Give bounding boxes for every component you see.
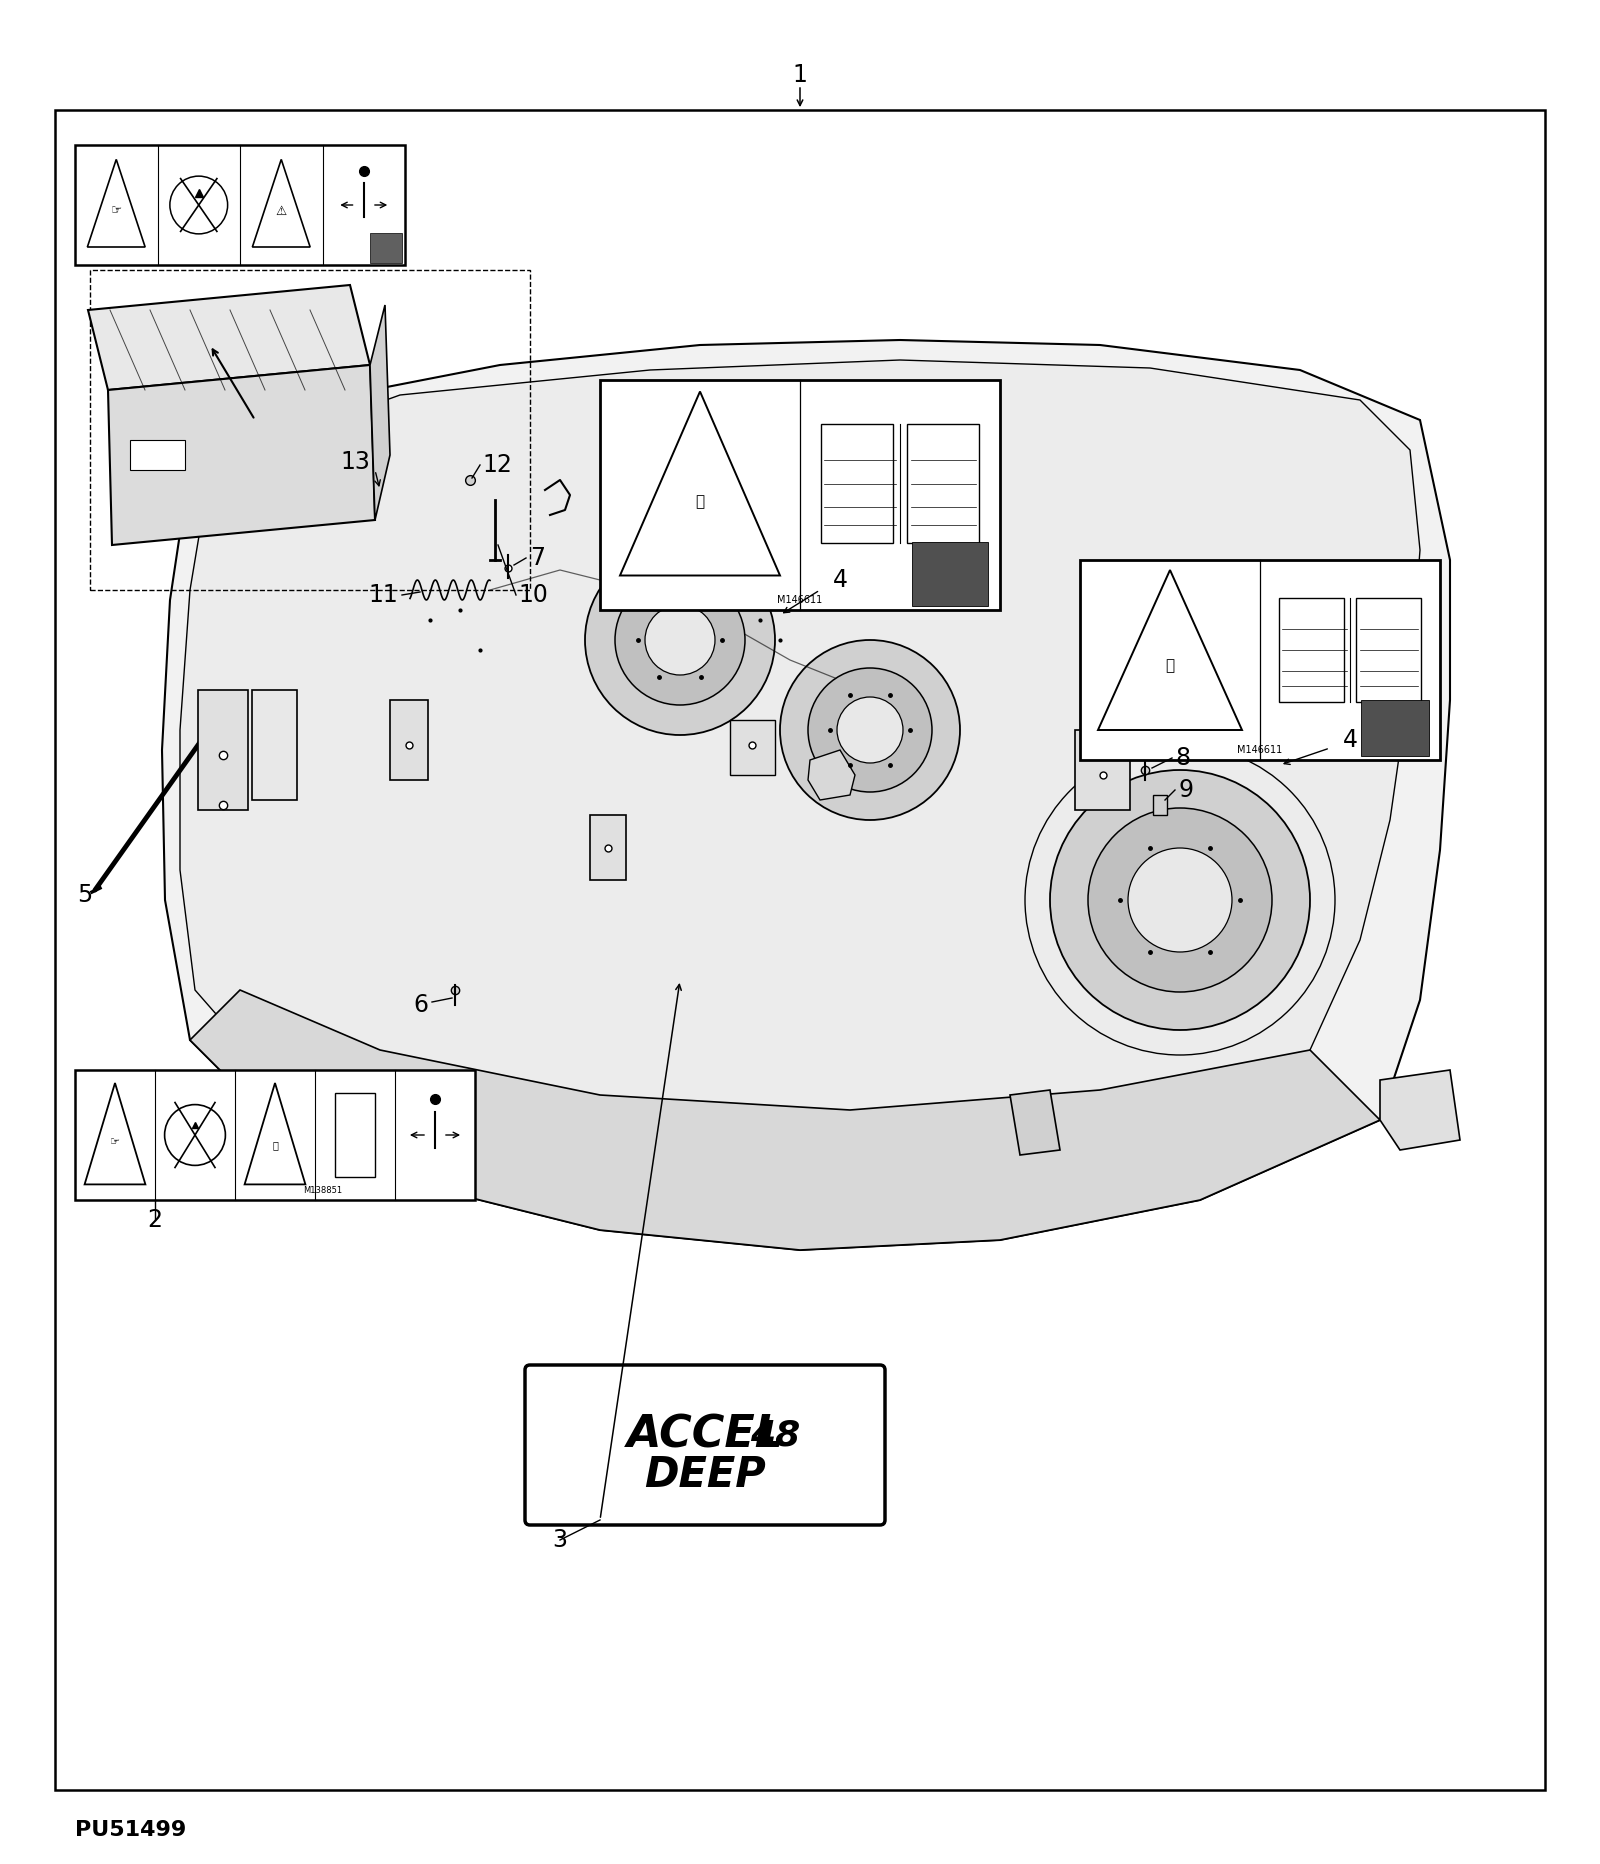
Bar [1075,731,1130,811]
Circle shape [614,574,746,705]
Bar [730,720,774,775]
Text: 2: 2 [147,1208,163,1232]
Text: DEEP: DEEP [645,1454,766,1497]
Text: 12: 12 [482,453,512,477]
Bar [334,1094,374,1176]
Text: 13: 13 [341,449,370,473]
Text: M146611: M146611 [1237,746,1283,755]
Text: 4: 4 [1342,729,1357,751]
Polygon shape [190,990,1379,1251]
Text: M138851: M138851 [304,1186,342,1195]
Circle shape [1050,770,1310,1031]
Text: 11: 11 [368,583,398,608]
Text: ☞: ☞ [110,1137,120,1146]
Bar [1357,598,1421,703]
Text: ✋: ✋ [1165,658,1174,673]
Text: ⚠: ⚠ [275,205,286,218]
Circle shape [1088,807,1272,992]
Circle shape [165,1105,226,1165]
Text: 5: 5 [77,884,93,908]
Text: 1: 1 [792,63,808,88]
Circle shape [645,606,715,675]
Circle shape [170,175,227,233]
Polygon shape [179,360,1421,1210]
Polygon shape [808,749,854,800]
Bar [1154,796,1166,815]
Polygon shape [370,306,390,520]
Text: ✋: ✋ [696,494,704,509]
Text: 6: 6 [413,994,429,1018]
Bar [590,815,626,880]
Bar [370,233,402,263]
Circle shape [1128,848,1232,953]
Bar [600,380,1000,610]
Polygon shape [1098,570,1242,731]
FancyBboxPatch shape [525,1364,885,1525]
Text: M146611: M146611 [778,595,822,606]
Text: ACCEL: ACCEL [627,1413,784,1456]
Polygon shape [162,339,1450,1251]
Circle shape [808,667,931,792]
Polygon shape [253,160,310,248]
Text: 🏃: 🏃 [272,1141,278,1150]
Polygon shape [88,160,146,248]
Bar [130,440,186,470]
Polygon shape [245,1083,306,1184]
Circle shape [781,639,960,820]
Text: PU51499: PU51499 [75,1819,186,1840]
Polygon shape [88,285,370,390]
Polygon shape [85,1083,146,1184]
Circle shape [837,697,902,762]
Text: 48: 48 [750,1419,800,1452]
Polygon shape [1379,1070,1459,1150]
Bar [1080,559,1440,761]
Bar [821,423,893,542]
Bar [75,1070,475,1200]
Bar [75,145,405,265]
Bar [390,701,429,779]
Polygon shape [621,391,781,576]
Text: 3: 3 [552,1528,568,1553]
Polygon shape [109,365,374,544]
Bar [1278,598,1344,703]
Bar [90,270,530,591]
Bar [198,690,248,811]
Bar [912,542,989,606]
Text: 7: 7 [530,546,546,570]
Text: 4: 4 [832,569,848,593]
Bar [253,690,298,800]
Polygon shape [1010,1090,1059,1156]
Text: 9: 9 [1178,777,1194,802]
Text: 8: 8 [1174,746,1190,770]
Bar [1360,701,1429,757]
Text: 10: 10 [518,583,547,608]
Circle shape [586,544,774,734]
Bar [907,423,979,542]
Text: ☞: ☞ [110,205,122,218]
